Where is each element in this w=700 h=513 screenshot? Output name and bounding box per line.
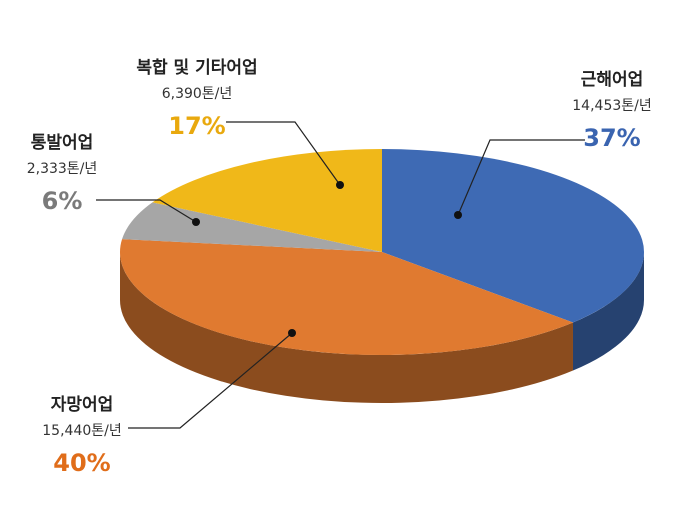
category-label: 근해어업 <box>581 70 644 90</box>
pie-slice <box>152 149 382 252</box>
pie-side <box>572 252 644 371</box>
pie-slice <box>122 202 382 252</box>
leader-dot <box>336 181 344 189</box>
pie-side <box>119 252 573 404</box>
leader-line <box>128 332 293 429</box>
percent-label: 37% <box>583 124 640 152</box>
leader-line <box>96 199 197 223</box>
pie-slice <box>382 149 645 323</box>
amount-label: 6,390톤/년 <box>162 86 233 102</box>
leader-dot <box>192 218 200 226</box>
leader-dot <box>454 211 462 219</box>
amount-label: 14,453톤/년 <box>572 98 651 114</box>
percent-label: 40% <box>53 449 110 477</box>
pie-slice <box>120 239 573 356</box>
leader-line <box>226 121 341 186</box>
category-label: 복합 및 기타어업 <box>136 57 257 78</box>
leader-line <box>457 139 585 216</box>
category-label: 통발어업 <box>31 133 94 153</box>
amount-label: 2,333톤/년 <box>27 161 98 177</box>
category-label: 자망어업 <box>51 395 114 415</box>
amount-label: 15,440톤/년 <box>42 423 121 439</box>
percent-label: 17% <box>168 112 225 140</box>
percent-label: 6% <box>42 187 83 215</box>
leader-dot <box>288 329 296 337</box>
